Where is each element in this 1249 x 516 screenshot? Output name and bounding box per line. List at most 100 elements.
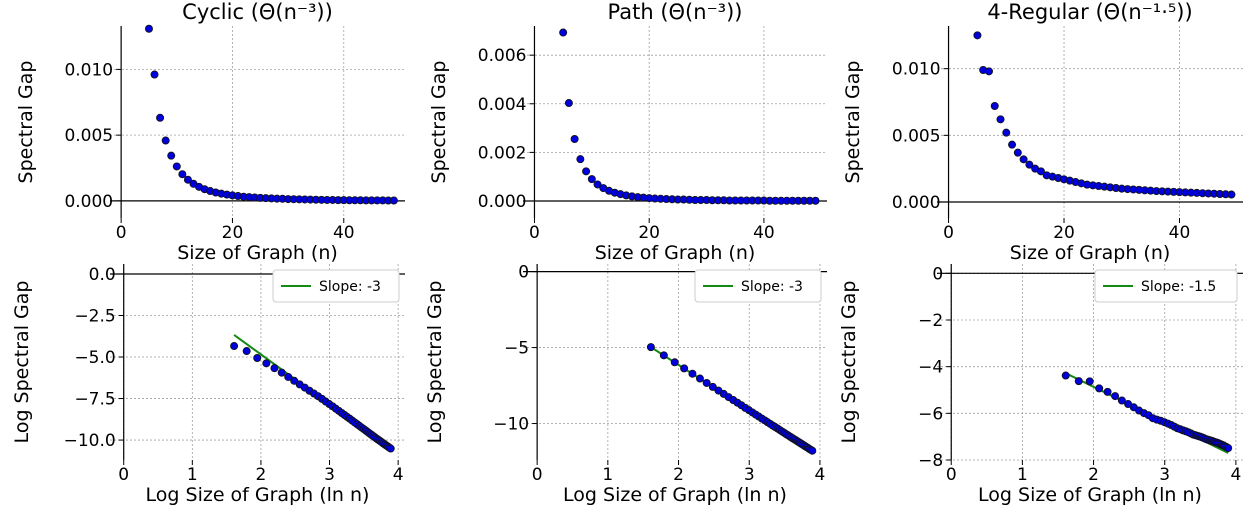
y-tick-label: −10.0 [64, 431, 116, 451]
x-axis-label: Log Size of Graph (ln n) [146, 484, 370, 506]
x-tick-label: 0 [116, 223, 127, 243]
y-axis-label: Log Spectral Gap [11, 281, 33, 444]
y-tick-label: 0.002 [478, 143, 527, 163]
x-tick-label: 20 [222, 223, 244, 243]
chart-title: Cyclic (Θ(n⁻³)) [182, 0, 333, 24]
panel-5: 0 1 2 3 4 0 −5 −10 Log Size of Graph (ln n) Log S… [424, 263, 827, 506]
x-axis-label: Log Size of Graph (ln n) [978, 484, 1202, 506]
y-tick-label: −6 [918, 404, 943, 424]
data-point [996, 115, 1005, 124]
y-axis-label: Log Spectral Gap [424, 281, 446, 444]
x-axis-label: Size of Graph (n) [1010, 242, 1171, 264]
data-point [702, 378, 711, 387]
data-point [161, 136, 170, 145]
data-point [389, 196, 398, 205]
data-point [167, 151, 176, 160]
data-point [587, 175, 596, 184]
data-point [680, 364, 689, 373]
y-tick-label: 0.006 [478, 46, 527, 66]
y-tick-label: −5 [504, 339, 529, 359]
x-axis-label: Size of Graph (n) [595, 242, 756, 264]
x-tick-label: 2 [673, 465, 684, 485]
y-tick-label: 0 [518, 263, 529, 283]
data-point [1224, 444, 1233, 453]
data-point [1095, 384, 1104, 393]
data-point [670, 358, 679, 367]
data-point [984, 67, 993, 76]
y-tick-label: −10 [493, 415, 529, 435]
data-point [811, 196, 820, 205]
data-point [1085, 377, 1094, 386]
x-tick-label: 1 [187, 465, 198, 485]
x-tick-label: 3 [1159, 465, 1170, 485]
data-point [659, 351, 668, 360]
data-point [156, 113, 165, 122]
data-point [1227, 190, 1236, 199]
panel-3: 0 20 40 0.000 0.005 0.010 Size of Graph (n) Spe… [842, 0, 1243, 264]
data-point [1111, 392, 1120, 401]
x-tick-label: 1 [602, 465, 613, 485]
data-point [576, 155, 585, 164]
y-tick-label: −5.0 [74, 348, 115, 368]
y-tick-label: −2 [918, 311, 943, 331]
x-tick-label: 2 [1088, 465, 1099, 485]
legend-label: Slope: -3 [319, 279, 381, 295]
data-point [708, 382, 717, 391]
y-tick-label: 0.010 [892, 60, 941, 80]
panel-6: 0 1 2 3 4 0 −2 −4 −6 −8 Log Size of Graph (ln n) Lo… [838, 264, 1243, 506]
y-tick-label: 0.004 [478, 95, 527, 115]
data-point [242, 347, 251, 356]
x-axis-label: Log Size of Graph (ln n) [563, 484, 787, 506]
data-point [1008, 140, 1017, 149]
x-tick-label: 1 [1017, 465, 1028, 485]
data-point [1013, 148, 1022, 157]
data-point [695, 374, 704, 383]
y-tick-label: 0.000 [892, 193, 941, 213]
data-point [593, 180, 602, 189]
y-tick-label: −2.5 [74, 306, 115, 326]
legend-label: Slope: -1.5 [1141, 279, 1216, 295]
x-tick-label: 40 [753, 223, 775, 243]
y-axis-label: Spectral Gap [428, 61, 450, 184]
y-tick-label: 0 [932, 264, 943, 284]
legend-box [272, 269, 400, 303]
x-tick-label: 40 [1169, 223, 1191, 243]
panel-1: 0 20 40 0.000 0.005 0.010 Size of Graph (n) Spe… [15, 0, 405, 264]
panel-2: 0 20 40 0.000 0.002 0.004 0.006 Size of Graph (… [428, 0, 827, 264]
y-tick-label: 0.005 [892, 126, 941, 146]
data-point [183, 175, 192, 184]
y-tick-label: 0.000 [478, 192, 527, 212]
data-point [290, 376, 299, 385]
data-point [172, 162, 181, 171]
y-axis-label: Spectral Gap [15, 61, 37, 184]
data-point [1061, 371, 1070, 380]
x-tick-label: 0 [118, 465, 129, 485]
data-point [1103, 387, 1112, 396]
legend-box [694, 269, 822, 303]
y-tick-label: 0.010 [64, 60, 113, 80]
y-tick-label: −8 [918, 451, 943, 471]
x-tick-label: 0 [946, 465, 957, 485]
data-point [808, 446, 817, 455]
x-tick-label: 3 [324, 465, 335, 485]
data-point [1019, 155, 1028, 164]
y-tick-label: −7.5 [74, 390, 115, 410]
data-point [990, 102, 999, 111]
x-tick-label: 4 [815, 465, 826, 485]
x-tick-label: 4 [393, 465, 404, 485]
data-point [277, 368, 286, 377]
x-tick-label: 40 [333, 223, 355, 243]
x-tick-label: 3 [744, 465, 755, 485]
y-tick-label: 0.0 [89, 265, 116, 285]
data-point [564, 99, 573, 108]
data-point [570, 135, 579, 144]
data-point [150, 70, 159, 79]
data-point [688, 369, 697, 378]
y-tick-label: 0.005 [64, 126, 113, 146]
data-point [144, 24, 153, 33]
panel-4: 0 1 2 3 4 0.0 −2.5 −5.0 −7.5 −10.0 Log Size of Gra… [11, 264, 405, 506]
data-point [253, 354, 262, 363]
y-tick-label: −4 [918, 358, 943, 378]
data-point [284, 372, 293, 381]
data-point [178, 170, 187, 179]
